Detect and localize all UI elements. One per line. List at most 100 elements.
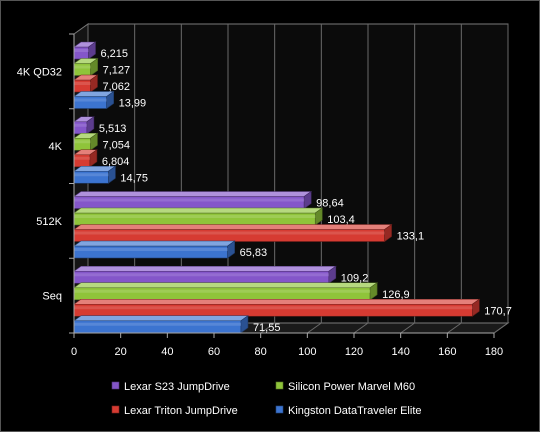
bar-highlight (74, 140, 91, 144)
category-label: 512K (36, 216, 62, 228)
x-tick-label: 100 (298, 346, 316, 358)
bar (73, 132, 99, 151)
bar (73, 223, 393, 243)
x-tick-label: 120 (345, 346, 363, 358)
bar-highlight (74, 248, 228, 251)
data-label: 71,55 (253, 322, 281, 334)
legend-swatch (275, 405, 284, 414)
legend-label: Lexar Triton JumpDrive (124, 405, 238, 417)
gridline-floor (447, 322, 462, 334)
category-label: 4K QD32 (17, 66, 62, 78)
data-label: 133,1 (397, 231, 425, 243)
data-label: 13,99 (119, 98, 147, 110)
x-tick-label: 60 (208, 346, 220, 358)
bar (73, 315, 249, 334)
bar-front (73, 96, 107, 109)
bar (73, 57, 99, 77)
bar-front (73, 46, 89, 60)
bar-end (328, 265, 337, 284)
bar-highlight (74, 306, 473, 310)
legend-item: Lexar S23 JumpDrive (111, 381, 230, 393)
bar-end (90, 132, 98, 151)
legend: Lexar S23 JumpDrive Silicon Power Marvel … (111, 381, 422, 417)
bar-front (73, 303, 473, 317)
data-label: 65,83 (240, 247, 268, 259)
legend-item: Kingston DataTraveler Elite (275, 405, 422, 417)
legend-label: Lexar S23 JumpDrive (124, 381, 230, 393)
bar-end (227, 240, 235, 259)
bar-front (73, 170, 109, 184)
x-tick-label: 20 (115, 346, 127, 358)
bar (73, 149, 98, 168)
bar-end (89, 149, 98, 168)
bar (73, 41, 97, 60)
bar-top (73, 240, 236, 247)
bar-highlight (74, 65, 91, 69)
legend-swatch (111, 381, 120, 390)
bar-highlight (74, 289, 371, 293)
bar-end (471, 298, 480, 317)
data-label: 109,2 (341, 272, 369, 284)
data-label: 103,4 (327, 214, 355, 226)
bar-top (73, 315, 249, 322)
data-label: 14,75 (120, 172, 148, 184)
bar-front (73, 287, 371, 301)
gridline-floor (400, 322, 415, 334)
data-label: 98,64 (316, 198, 344, 210)
legend-item: Lexar Triton JumpDrive (111, 405, 238, 417)
bar-end (90, 57, 98, 77)
bar (73, 74, 99, 93)
bar-front (73, 229, 385, 242)
legend-label: Kingston DataTraveler Elite (288, 405, 422, 417)
data-labels: 6,215 7,127 7,062 13,99 5,513 7,054 6,804 14,75… (99, 48, 512, 334)
data-label: 5,513 (99, 123, 127, 135)
data-label: 7,127 (103, 65, 131, 77)
bar (73, 90, 115, 110)
bar-highlight (74, 173, 109, 177)
x-tick-label: 80 (255, 346, 267, 358)
bar-end (240, 315, 249, 334)
legend-item: Silicon Power Marvel M60 (275, 381, 415, 393)
gridline-floor (260, 322, 275, 334)
bar-end (303, 190, 312, 210)
x-tick-label: 160 (438, 346, 456, 358)
legend-swatch (111, 405, 120, 414)
bar-end (86, 116, 95, 135)
gridline-floor (493, 322, 509, 334)
bar-end (314, 207, 323, 226)
gridline-floor (353, 322, 369, 334)
bar-front (73, 121, 88, 135)
bar (73, 190, 313, 210)
legend-label: Silicon Power Marvel M60 (288, 381, 415, 393)
bar (73, 116, 95, 135)
bar-front (73, 270, 330, 284)
bar-highlight (74, 322, 241, 326)
bar-top (73, 298, 481, 305)
data-label: 6,804 (102, 156, 130, 168)
x-tick-label: 140 (391, 346, 409, 358)
bar-front (73, 196, 305, 209)
bar-top (73, 207, 324, 214)
gridline-floor (307, 322, 322, 334)
bar-front (73, 79, 91, 93)
data-label: 170,7 (484, 305, 512, 317)
x-tick-label: 0 (71, 346, 77, 358)
bar-front (73, 154, 91, 168)
axes: 0 20 40 60 80 100 120 140 160 180 4K QD32 4K 512K Seq (17, 33, 503, 358)
bar-highlight (74, 198, 305, 202)
bar (73, 298, 481, 317)
bar-top (73, 282, 379, 289)
bar-front (73, 63, 91, 76)
bar-end (384, 223, 392, 243)
bar-front (73, 137, 91, 151)
bar (73, 282, 379, 301)
bar-top (73, 191, 313, 197)
bar-end (90, 74, 98, 93)
bar-highlight (74, 82, 91, 85)
category-label: 4K (49, 141, 63, 153)
category-label: Seq (42, 291, 62, 303)
bar-front (73, 320, 242, 334)
bar-highlight (74, 231, 385, 235)
bar (73, 165, 117, 184)
